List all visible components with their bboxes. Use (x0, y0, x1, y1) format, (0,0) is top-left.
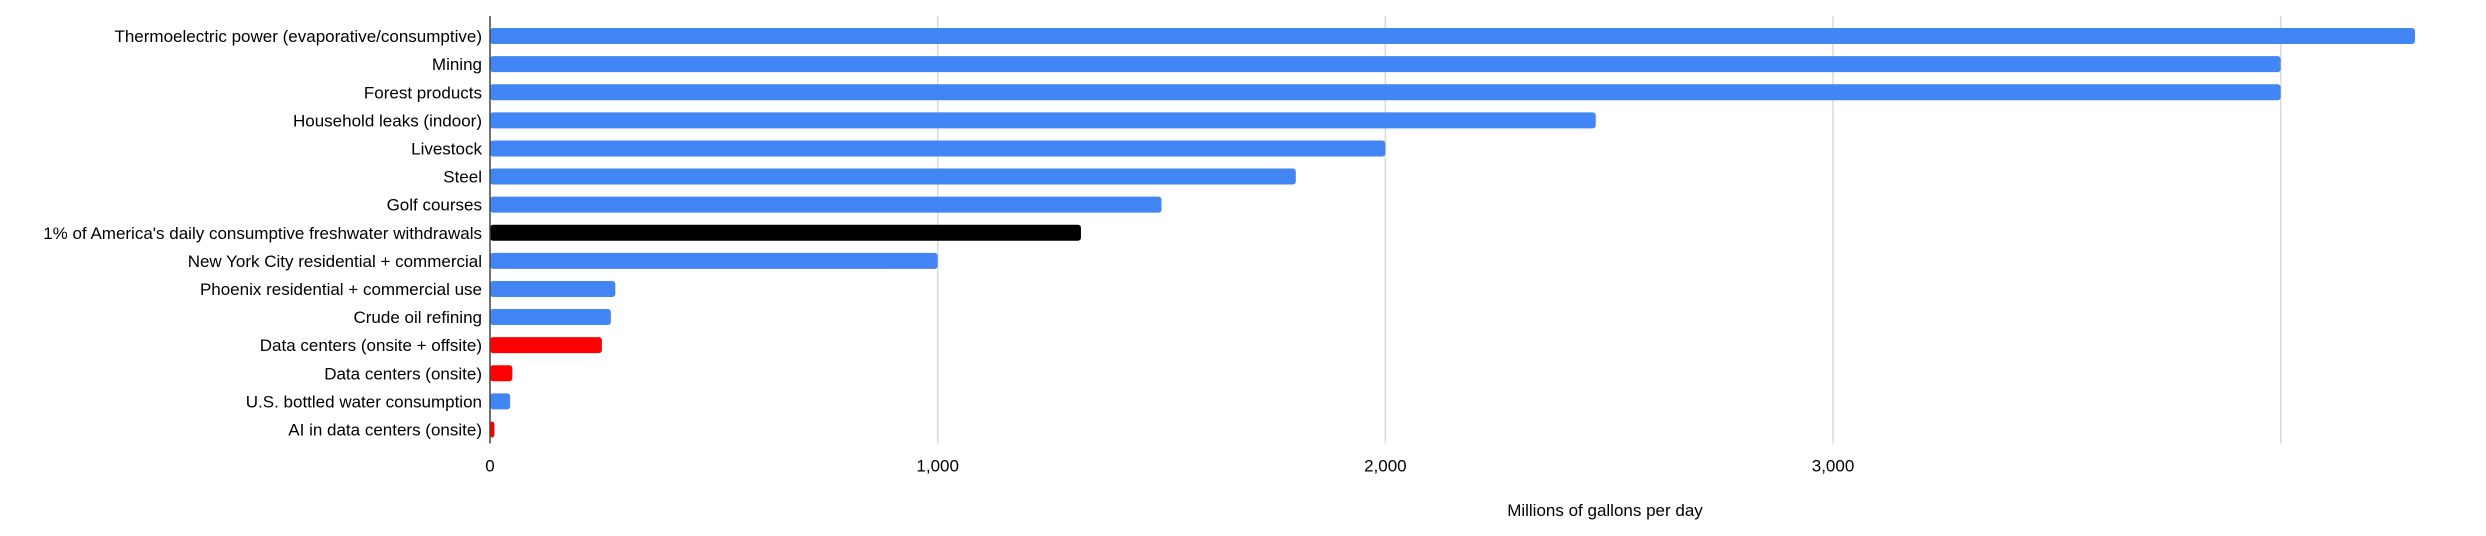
bar (490, 309, 611, 326)
x-axis-title: Millions of gallons per day (1507, 501, 1703, 520)
category-label: AI in data centers (onsite) (288, 420, 482, 439)
gridlines (936, 16, 2282, 444)
bar (490, 252, 938, 269)
bar (490, 393, 511, 410)
category-label: Thermoelectric power (evaporative/consum… (114, 27, 482, 46)
category-label: Forest products (364, 83, 482, 102)
category-label: Livestock (411, 139, 482, 158)
category-label: Crude oil refining (353, 308, 482, 327)
category-label: Household leaks (indoor) (293, 111, 482, 130)
x-tick-label: 1,000 (916, 457, 959, 476)
x-tick-label: 3,000 (1812, 457, 1855, 476)
category-label: U.S. bottled water consumption (246, 392, 482, 411)
bar (490, 112, 1596, 129)
category-labels: Thermoelectric power (evaporative/consum… (43, 27, 482, 439)
bar (490, 365, 513, 382)
category-label: 1% of America's daily consumptive freshw… (43, 224, 482, 243)
category-label: Mining (432, 55, 482, 74)
bar (490, 280, 616, 297)
category-label: Phoenix residential + commercial use (200, 280, 482, 299)
category-label: Golf courses (387, 196, 482, 215)
bar (490, 84, 2281, 101)
category-label: Data centers (onsite + offsite) (260, 336, 482, 355)
category-label: New York City residential + commercial (188, 252, 482, 271)
bar (490, 56, 2281, 73)
x-tick-label: 2,000 (1364, 457, 1407, 476)
bar (490, 224, 1081, 241)
category-label: Data centers (onsite) (324, 364, 482, 383)
bars (490, 28, 2415, 438)
category-label: Steel (443, 168, 482, 187)
x-tick-label: 0 (485, 457, 494, 476)
bar (490, 196, 1162, 213)
bar (490, 168, 1296, 185)
bar (490, 421, 495, 438)
bar (490, 140, 1386, 157)
bar (490, 28, 2415, 45)
bar (490, 337, 602, 354)
x-tick-labels: 0 1,000 2,000 3,000 (485, 457, 1854, 476)
